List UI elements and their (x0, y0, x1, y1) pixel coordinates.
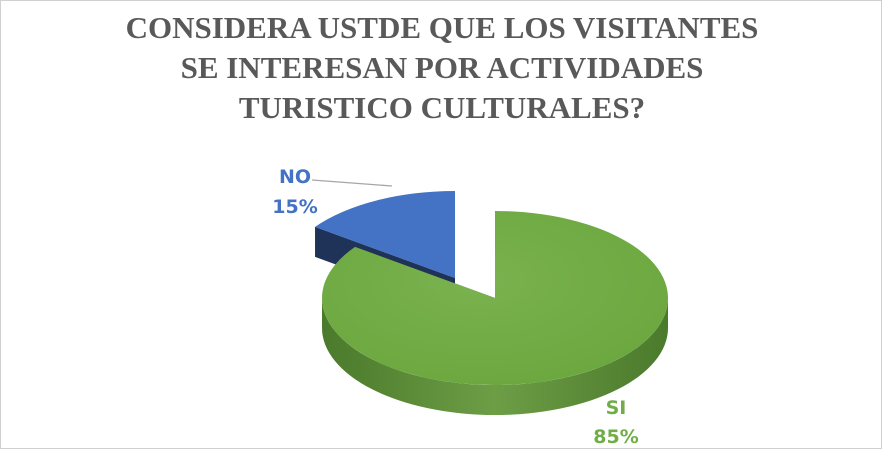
slice-value-no: 15% (272, 196, 317, 218)
slice-label-no: NO (279, 166, 311, 188)
no-leader-line (312, 180, 392, 186)
slice-value-si: 85% (593, 426, 638, 448)
slice-label-si: SI (606, 397, 627, 419)
pie-slices (315, 191, 668, 415)
